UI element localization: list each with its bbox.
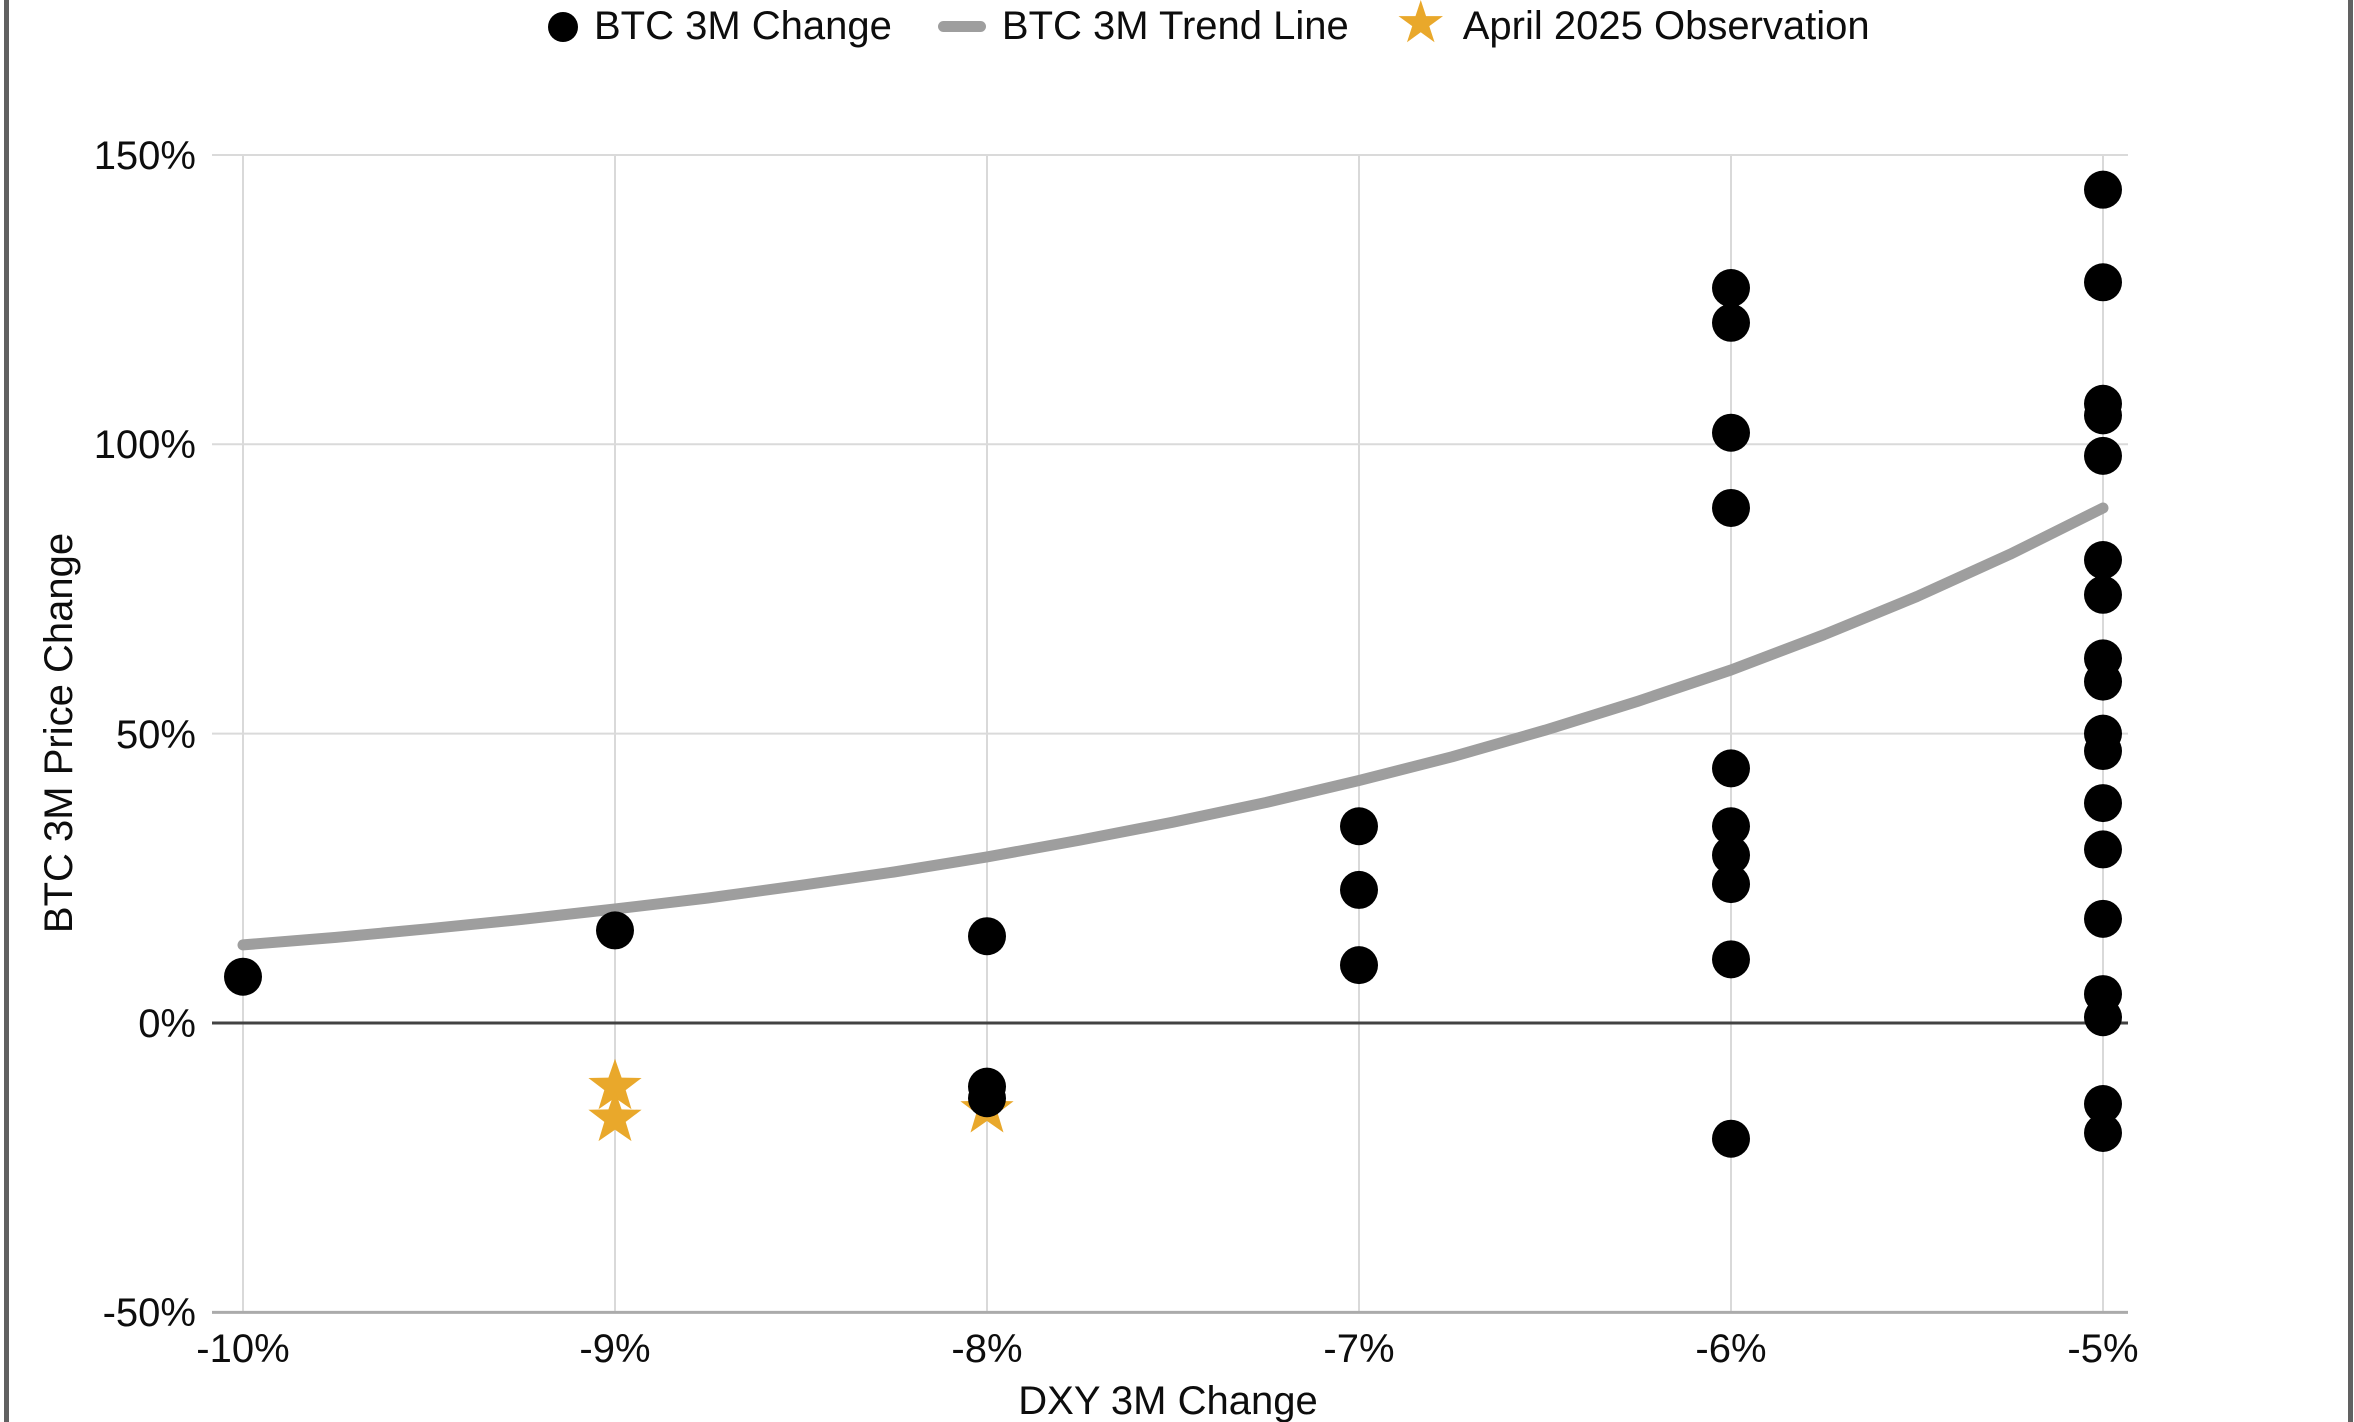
legend-item-april-observation: ★ April 2025 Observation [1395,0,1870,51]
scatter-point [2084,899,2122,938]
x-axis-title: DXY 3M Change [1018,1379,1317,1422]
scatter-point [2084,784,2122,823]
scatter-point [2084,170,2122,209]
legend-label: BTC 3M Change [594,4,892,48]
scatter-point [1712,488,1750,527]
scatter-point [1712,865,1750,904]
trend-line-icon [937,21,986,32]
scatter-point [2084,263,2122,302]
y-axis-tick-labels: 150% 100% 50% 0% -50% [94,134,196,1335]
scatter-point [1340,870,1378,909]
scatter-point [1712,303,1750,342]
legend-label: BTC 3M Trend Line [1001,4,1349,48]
x-tick-neg6: -6% [1695,1327,1766,1371]
scatter-dot-icon [548,11,578,42]
scatter-point [224,957,262,996]
x-tick-neg10: -10% [196,1327,289,1371]
legend-item-trend-line: BTC 3M Trend Line [937,4,1349,49]
chart-legend: BTC 3M Change BTC 3M Trend Line ★ April … [548,0,1870,51]
scatter-points-layer [224,170,2122,1158]
y-tick-150: 150% [94,134,196,178]
scatter-point [2084,541,2122,580]
window-border-left [4,0,9,1422]
scatter-point [2084,732,2122,771]
window-border-right [2348,0,2353,1422]
scatter-point [596,911,634,950]
scatter-point [1712,749,1750,788]
x-tick-neg8: -8% [951,1327,1022,1371]
scatter-point [2084,662,2122,701]
scatter-point [2084,830,2122,869]
scatter-point [1340,807,1378,846]
y-tick-0: 0% [138,1002,196,1046]
scatter-point [2084,998,2122,1037]
scatter-point [2084,1085,2122,1124]
star-point [588,1090,642,1142]
y-tick-neg50: -50% [103,1291,196,1335]
scatter-point [1712,269,1750,308]
scatter-point [2084,396,2122,435]
y-tick-50: 50% [116,713,196,757]
y-tick-100: 100% [94,423,196,467]
x-tick-neg5: -5% [2067,1327,2138,1371]
scatter-point [968,1079,1006,1118]
y-axis-title: BTC 3M Price Change [37,533,81,933]
trend-line-layer [237,502,2109,951]
star-points-layer [588,1058,1014,1142]
scatter-point [1712,807,1750,846]
scatter-point [968,917,1006,956]
scatter-point [1712,413,1750,452]
gridlines [212,153,2128,1314]
x-tick-neg9: -9% [579,1327,650,1371]
scatter-point [1712,836,1750,875]
scatter-point [1712,1119,1750,1158]
legend-label: April 2025 Observation [1462,4,1870,48]
scatter-point [2084,575,2122,614]
scatter-point [1712,940,1750,979]
star-point [588,1058,642,1110]
trend-line [237,502,2109,951]
scatter-point [1340,946,1378,985]
legend-item-btc-change: BTC 3M Change [548,4,892,49]
scatter-point [2084,436,2122,475]
x-tick-neg7: -7% [1323,1327,1394,1371]
scatter-point [2084,1113,2122,1152]
x-axis-tick-labels: -10% -9% -8% -7% -6% -5% [196,1327,2138,1371]
